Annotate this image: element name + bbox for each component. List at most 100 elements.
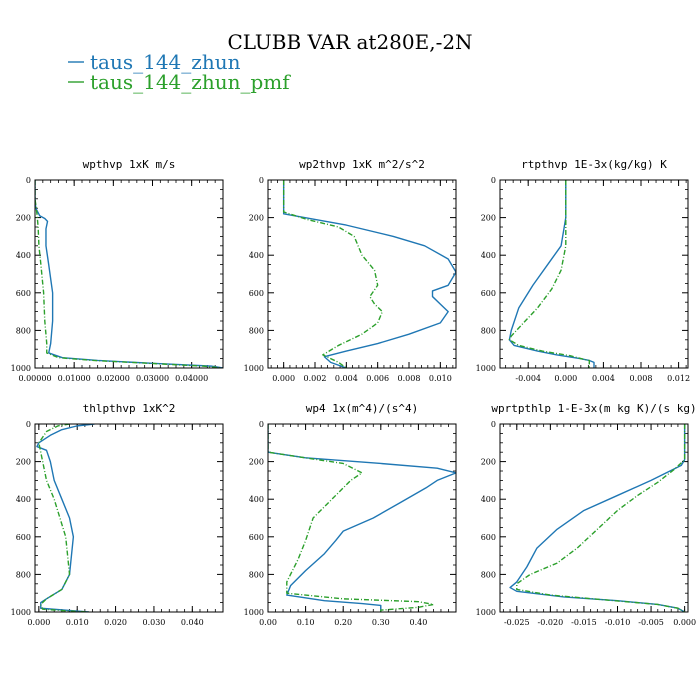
y-tick-label: 0	[491, 176, 496, 185]
plot-frame	[499, 179, 689, 369]
x-tick-label: 0.040	[181, 618, 204, 627]
x-tick-label: 0.006	[366, 374, 389, 383]
x-tick-label: -0.020	[538, 618, 564, 627]
x-tick-label: -0.025	[504, 618, 530, 627]
x-tick-label: 0.008	[398, 374, 421, 383]
legend-label-1: taus_144_zhun	[90, 50, 241, 74]
y-tick-label: 200	[249, 458, 264, 467]
series-line-1	[508, 180, 595, 368]
panel-6: wprtpthlp 1-E-3x(m kg K)/(s kg) 0 200 400 60…	[476, 402, 697, 627]
series-line-2	[35, 180, 223, 368]
x-tick-label: 0.010	[66, 618, 89, 627]
panel-3: rtpthvp 1E-3x(kg/kg) K 0 200 400 600 800 1000 -…	[476, 158, 690, 383]
series-line-2	[282, 180, 384, 368]
x-tick-label: 0.02000	[97, 374, 130, 383]
x-tick-label: 0.010	[429, 374, 452, 383]
y-tick-label: 0	[491, 420, 496, 429]
x-tick-label: 0.00000	[18, 374, 51, 383]
x-tick-label: -0.004	[515, 374, 541, 383]
series-line-2	[508, 180, 590, 368]
plot-frame	[34, 423, 224, 613]
series-line-1	[509, 424, 686, 612]
x-tick-label: 0.30	[372, 618, 390, 627]
y-tick-label: 400	[481, 495, 496, 504]
x-tick-label: 0.00	[259, 618, 277, 627]
y-tick-label: 800	[16, 326, 31, 335]
plot-frame	[267, 179, 457, 369]
x-tick-label: 0.40	[409, 618, 427, 627]
x-tick-label: 0.10	[297, 618, 315, 627]
panel-title: wp4 1x(m^4)/(s^4)	[306, 402, 419, 415]
y-tick-label: 1000	[11, 608, 31, 617]
y-tick-label: 0	[26, 420, 31, 429]
x-tick-label: 0.004	[335, 374, 358, 383]
y-tick-label: 600	[16, 289, 31, 298]
y-tick-label: 400	[249, 251, 264, 260]
legend: taus_144_zhun taus_144_zhun_pmf	[68, 50, 291, 94]
plot-frame	[34, 179, 224, 369]
y-tick-label: 200	[16, 214, 31, 223]
chart-title: CLUBB VAR at280E,-2N	[227, 30, 472, 54]
y-tick-label: 0	[259, 420, 264, 429]
y-tick-label: 400	[249, 495, 264, 504]
y-tick-label: 1000	[244, 364, 264, 373]
y-tick-label: 200	[481, 214, 496, 223]
x-tick-label: 0.002	[304, 374, 327, 383]
x-tick-label: 0.020	[104, 618, 127, 627]
y-tick-label: 400	[16, 495, 31, 504]
y-tick-label: 800	[249, 570, 264, 579]
x-tick-label: 0.000	[673, 618, 696, 627]
series-line-1	[268, 424, 456, 612]
x-tick-label: 0.20	[334, 618, 352, 627]
y-tick-label: 200	[16, 458, 31, 467]
panel-title: wpthvp 1xK m/s	[83, 158, 176, 171]
y-tick-label: 600	[481, 533, 496, 542]
panel-2: wp2thvp 1xK m^2/s^2 0 200 400 600 800 1000 0.00…	[244, 158, 457, 383]
y-tick-label: 0	[26, 176, 31, 185]
y-tick-label: 800	[481, 326, 496, 335]
y-tick-label: 200	[481, 458, 496, 467]
y-tick-label: 1000	[476, 608, 496, 617]
y-tick-label: 200	[249, 214, 264, 223]
x-tick-label: -0.010	[605, 618, 631, 627]
series-line-1	[35, 180, 223, 368]
x-tick-label: 0.01000	[58, 374, 91, 383]
panel-title: wp2thvp 1xK m^2/s^2	[299, 158, 425, 171]
y-tick-label: 0	[259, 176, 264, 185]
series-line-1	[282, 180, 456, 368]
plot-frame	[267, 423, 457, 613]
y-tick-label: 800	[481, 570, 496, 579]
x-tick-label: 0.000	[554, 374, 577, 383]
y-tick-label: 800	[249, 326, 264, 335]
y-tick-label: 600	[16, 533, 31, 542]
y-tick-label: 1000	[244, 608, 264, 617]
y-tick-label: 800	[16, 570, 31, 579]
panel-title: rtpthvp 1E-3x(kg/kg) K	[521, 158, 667, 171]
x-tick-label: 0.000	[27, 618, 50, 627]
x-tick-label: 0.04000	[175, 374, 208, 383]
series-line-1	[36, 424, 95, 612]
x-tick-label: -0.005	[638, 618, 664, 627]
panel-title: thlpthvp 1xK^2	[83, 402, 176, 415]
x-tick-label: 0.012	[667, 374, 690, 383]
panel-title: wprtpthlp 1-E-3x(m kg K)/(s kg)	[491, 402, 696, 415]
y-tick-label: 600	[249, 289, 264, 298]
y-tick-label: 400	[481, 251, 496, 260]
x-tick-label: 0.004	[592, 374, 615, 383]
y-tick-label: 600	[481, 289, 496, 298]
x-tick-label: 0.03000	[136, 374, 169, 383]
y-tick-label: 1000	[11, 364, 31, 373]
x-tick-label: 0.008	[630, 374, 653, 383]
x-tick-label: -0.015	[571, 618, 597, 627]
y-tick-label: 600	[249, 533, 264, 542]
series-line-2	[516, 424, 686, 612]
x-tick-label: 0.000	[272, 374, 295, 383]
series-line-2	[38, 424, 89, 612]
y-tick-label: 1000	[476, 364, 496, 373]
x-tick-label: 0.030	[142, 618, 165, 627]
